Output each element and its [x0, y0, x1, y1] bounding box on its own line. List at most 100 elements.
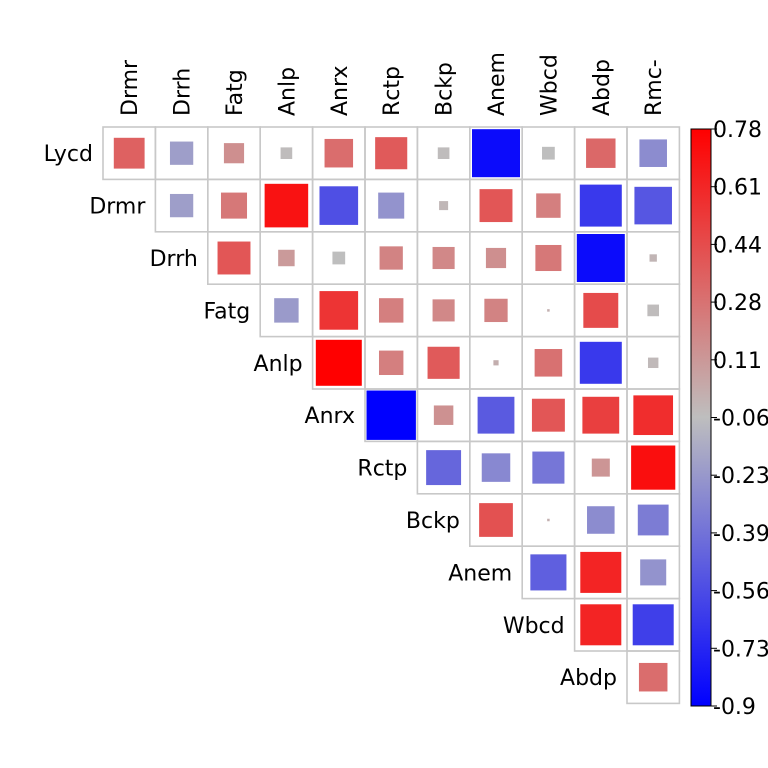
- correlation-square: [264, 183, 309, 228]
- column-label: Drmr: [118, 59, 143, 116]
- correlation-square: [477, 396, 515, 434]
- row-label: Anlp: [254, 352, 303, 377]
- column-label: Rctp: [380, 66, 405, 116]
- correlation-square: [324, 138, 354, 168]
- correlation-square: [319, 291, 359, 330]
- correlation-square: [547, 309, 550, 312]
- correlation-square: [542, 146, 555, 160]
- correlation-square: [432, 299, 455, 322]
- correlation-square: [375, 137, 408, 170]
- correlation-square: [580, 604, 622, 646]
- correlation-square: [530, 554, 567, 591]
- colorbar-tick-label: -0.23: [713, 464, 768, 489]
- correlation-square: [217, 241, 251, 275]
- correlation-square: [640, 559, 667, 586]
- row-label: Fatg: [203, 299, 250, 324]
- correlation-square: [579, 341, 622, 384]
- correlation-square: [586, 138, 616, 168]
- correlation-square: [485, 247, 507, 269]
- correlation-square: [633, 395, 674, 436]
- correlation-squares: [113, 129, 676, 692]
- column-label: Rmc-: [642, 59, 667, 116]
- correlation-square: [315, 339, 362, 386]
- column-label: Anem: [485, 52, 510, 116]
- correlation-square: [433, 405, 454, 425]
- cell-grid: [102, 126, 681, 705]
- correlation-square: [278, 249, 295, 267]
- correlation-square: [378, 192, 405, 219]
- correlation-square: [484, 298, 508, 323]
- colorbar-tick-label: 0.61: [713, 176, 762, 201]
- colorbar: 0.78 0.61 0.44 0.28 0.11 -0.06 -0.23 -0.39 -0.56…: [690, 118, 768, 720]
- correlation-square: [427, 346, 460, 379]
- row-label: Abdp: [560, 666, 617, 691]
- correlation-square: [366, 390, 416, 440]
- column-label: Wbcd: [537, 54, 562, 116]
- correlation-square: [471, 129, 521, 178]
- colorbar-tick-label: -0.73: [713, 637, 768, 662]
- row-label: Anem: [448, 561, 512, 586]
- correlation-square: [437, 147, 450, 160]
- correlation-square: [426, 450, 462, 486]
- correlation-square: [432, 246, 455, 270]
- column-label: Drrh: [171, 68, 196, 116]
- row-label: Drmr: [89, 195, 146, 220]
- correlation-square: [280, 147, 293, 160]
- colorbar-ticks: 0.78 0.61 0.44 0.28 0.11 -0.06 -0.23 -0.39 -0.56…: [711, 118, 768, 720]
- correlation-square: [591, 458, 610, 477]
- column-label: Abdp: [590, 59, 615, 116]
- row-label: Rctp: [357, 457, 407, 482]
- row-label: Anrx: [305, 404, 355, 429]
- column-label: Fatg: [223, 69, 248, 116]
- correlation-square: [378, 350, 404, 376]
- correlation-square: [479, 503, 513, 537]
- correlation-square: [639, 139, 667, 167]
- colorbar-tick-label: -0.9: [713, 695, 756, 720]
- correlation-square: [631, 445, 676, 490]
- column-label: Anlp: [275, 67, 300, 116]
- correlation-square: [534, 349, 563, 377]
- correlation-square: [169, 193, 194, 218]
- column-label: Anrx: [328, 66, 353, 116]
- correlation-square: [319, 186, 359, 225]
- correlation-square: [632, 604, 674, 646]
- correlation-square: [531, 398, 565, 432]
- colorbar-tick-label: 0.11: [713, 349, 762, 374]
- correlation-square: [532, 451, 565, 484]
- correlation-square: [379, 246, 403, 270]
- colorbar-tick-label: -0.56: [713, 580, 768, 605]
- colorbar-tick-label: -0.06: [713, 407, 768, 432]
- correlation-square: [274, 298, 299, 323]
- colorbar-tick-label: 0.44: [713, 233, 762, 258]
- colorbar-tick-label: 0.78: [713, 118, 762, 143]
- row-label: Lycd: [44, 142, 93, 167]
- colorbar-tick-label: 0.28: [713, 291, 762, 316]
- correlation-square: [536, 193, 561, 218]
- row-label: Wbcd: [503, 614, 565, 639]
- row-label: Bckp: [406, 509, 460, 534]
- correlation-square: [582, 396, 620, 434]
- correlation-square: [637, 504, 669, 536]
- column-label: Bckp: [433, 62, 458, 116]
- correlation-square: [638, 662, 668, 692]
- correlation-square: [378, 298, 404, 323]
- correlation-square: [220, 192, 248, 219]
- correlation-square: [113, 137, 145, 169]
- row-labels: Lycd Drmr Drrh Fatg Anlp Anrx Rctp Bckp Anem Wbcd…: [44, 142, 617, 691]
- correlation-square: [583, 292, 619, 328]
- correlation-square: [535, 244, 562, 272]
- correlation-square: [647, 304, 660, 317]
- correlation-square: [580, 551, 622, 593]
- correlation-square: [576, 233, 625, 283]
- column-labels: Drmr Drrh Fatg Anlp Anrx Rctp Bckp Anem Wbcd Abdp…: [118, 52, 667, 116]
- correlation-square: [647, 357, 659, 369]
- grid-cell: [626, 650, 681, 705]
- correlation-square: [493, 360, 499, 366]
- correlation-square: [479, 189, 513, 223]
- correlation-square: [169, 141, 194, 165]
- row-label: Drrh: [150, 247, 198, 272]
- correlation-square: [547, 518, 550, 522]
- correlation-square: [579, 184, 622, 227]
- correlation-square: [649, 254, 657, 262]
